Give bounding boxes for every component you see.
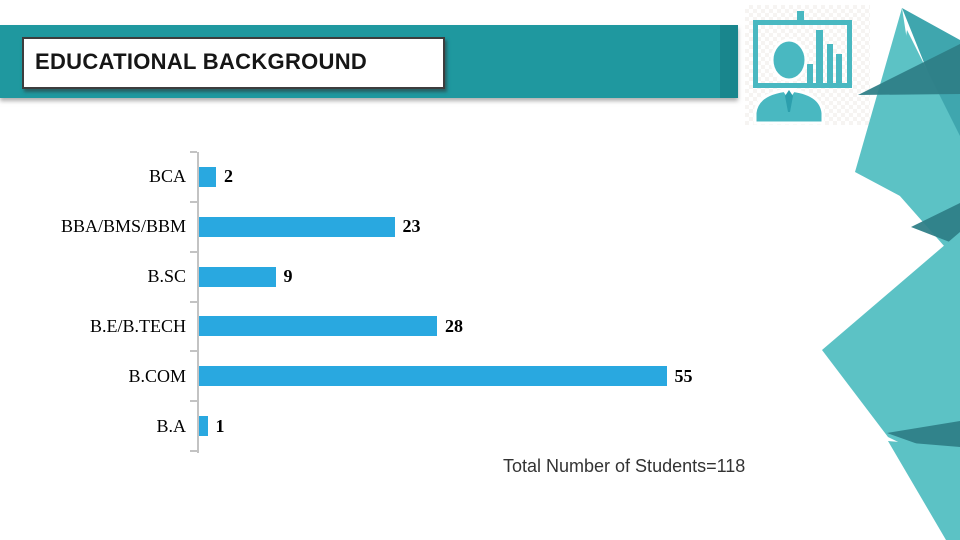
- slide-title: EDUCATIONAL BACKGROUND: [35, 49, 368, 74]
- board-pole: [797, 11, 804, 21]
- value-label: 23: [402, 216, 421, 237]
- axis-tick: [190, 151, 197, 153]
- chart-row: B.SC 9: [0, 252, 760, 302]
- person-head: [770, 38, 808, 82]
- banner-end-shade: [720, 25, 738, 98]
- decor-triangle: [902, 8, 960, 152]
- value-label: 1: [215, 415, 225, 436]
- decor-triangle: [887, 421, 960, 459]
- board-right-post: [847, 25, 852, 88]
- total-students-note: Total Number of Students=118: [503, 456, 746, 476]
- bar-chart: BCA 2 BBA/BMS/BBM 23 B.SC 9 B.E/B.TECH 28 B.COM 5…: [0, 151, 760, 453]
- icon-bar-1: [807, 64, 813, 83]
- chart-row: BBA/BMS/BBM 23: [0, 202, 760, 252]
- bar: [199, 416, 208, 437]
- category-label: BCA: [148, 166, 186, 187]
- axis-tick: [190, 350, 197, 353]
- value-label: 9: [283, 266, 293, 287]
- axis-tick: [190, 300, 197, 303]
- chart-row: BCA 2: [0, 152, 760, 202]
- decor-triangle: [888, 441, 960, 540]
- axis-tick: [190, 400, 197, 403]
- axis-tick: [190, 450, 197, 452]
- slide-title-box: EDUCATIONAL BACKGROUND: [22, 37, 445, 89]
- axis-tick: [190, 250, 197, 253]
- category-label: BBA/BMS/BBM: [60, 216, 186, 237]
- decor-triangle: [822, 232, 960, 472]
- board-bottom-bar: [753, 83, 852, 88]
- value-label: 28: [445, 315, 463, 336]
- presenter-chart-icon-svg: [753, 11, 852, 125]
- icon-bar-4: [836, 54, 842, 83]
- chart-row: B.E/B.TECH 28: [0, 302, 760, 352]
- decor-triangle: [911, 203, 960, 246]
- icon-bar-2: [816, 30, 823, 83]
- category-label: B.COM: [128, 365, 186, 386]
- board-left-post: [753, 25, 758, 88]
- presenter-chart-icon: [745, 5, 870, 125]
- value-label: 2: [224, 166, 233, 187]
- person-tie: [785, 90, 793, 112]
- board-top-bar: [753, 20, 852, 25]
- bar: [199, 266, 276, 287]
- bar: [199, 166, 216, 187]
- decor-triangle: [858, 44, 960, 95]
- bar: [199, 216, 395, 237]
- category-label: B.A: [156, 415, 186, 436]
- decor-triangle: [884, 30, 960, 264]
- chart-row: B.COM 55: [0, 351, 760, 401]
- category-label: B.E/B.TECH: [89, 315, 186, 336]
- category-label: B.SC: [147, 266, 186, 287]
- bar: [199, 316, 437, 337]
- axis-line: [197, 152, 199, 453]
- chart-row: B.A 1: [0, 401, 760, 451]
- axis-tick: [190, 200, 197, 203]
- bar: [199, 366, 667, 387]
- icon-bar-3: [827, 44, 833, 83]
- value-label: 55: [674, 365, 693, 386]
